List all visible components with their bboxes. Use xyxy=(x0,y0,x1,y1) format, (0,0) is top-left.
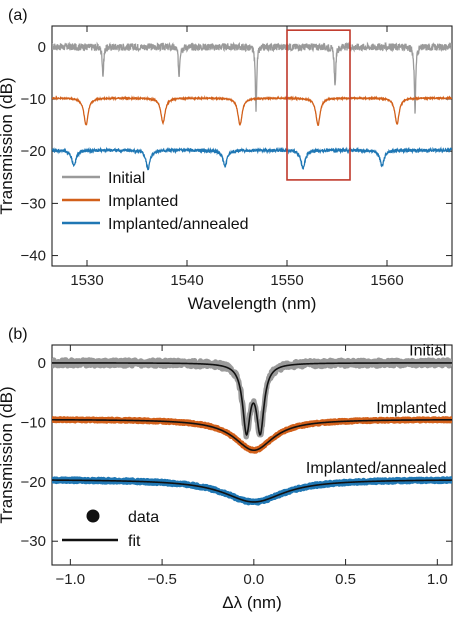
panel-a: 1530 1540 1550 1560 0 −10 −20 −30 −40 Wavelength … xyxy=(0,7,453,313)
x-axis-title: Wavelength (nm) xyxy=(188,294,317,313)
x-tick-label: 0.5 xyxy=(335,571,356,588)
plot-frame xyxy=(51,25,453,267)
x-tick-label: 1540 xyxy=(170,272,203,289)
y-tick-label: −20 xyxy=(21,474,46,491)
y-tick-label: −30 xyxy=(21,533,46,550)
fit-line-annealed xyxy=(52,479,452,503)
fit-line-initial xyxy=(52,362,452,437)
legend-label-data: data xyxy=(128,509,159,526)
data-line-annealed xyxy=(52,476,452,506)
data-line-initial xyxy=(52,357,452,440)
fit-line-implanted xyxy=(52,418,452,452)
y-tick-label: −10 xyxy=(21,91,46,108)
series-line-annealed xyxy=(52,146,452,171)
plot-frame xyxy=(51,344,453,566)
legend: Initial Implanted Implanted/annealed xyxy=(62,170,249,233)
panel-label: (b) xyxy=(8,326,28,343)
legend-label-fit: fit xyxy=(128,533,141,550)
x-tick-label: 1560 xyxy=(370,272,403,289)
plot-area xyxy=(52,41,452,171)
x-tick-label: −0.5 xyxy=(147,571,177,588)
y-tick-label: −30 xyxy=(21,195,46,212)
legend-label: Implanted xyxy=(108,193,178,210)
legend-label: Initial xyxy=(108,170,145,187)
x-tick-label: 0.0 xyxy=(243,571,264,588)
series-label-annealed: Implanted/annealed xyxy=(306,460,447,477)
series-line-implanted xyxy=(52,95,452,126)
legend-dot xyxy=(86,509,100,523)
x-axis-title: Δλ (nm) xyxy=(222,593,282,612)
y-tick-label: 0 xyxy=(38,39,46,56)
x-tick-label: −1.0 xyxy=(56,571,86,588)
series-line-initial xyxy=(52,41,452,114)
plot-area xyxy=(52,357,452,506)
series-label-initial: Initial xyxy=(409,343,446,360)
panel-b: −1.0 −0.5 0.0 0.5 1.0 0 −10 −20 −30 Δλ (nm) Transm… xyxy=(0,326,453,612)
data-line-implanted xyxy=(52,416,452,454)
y-tick-label: 0 xyxy=(38,355,46,372)
y-axis-title: Transmission (dB) xyxy=(0,77,16,214)
x-tick-label: 1.0 xyxy=(427,571,448,588)
y-tick-label: −20 xyxy=(21,143,46,160)
legend: data fit xyxy=(62,509,159,550)
x-tick-label: 1550 xyxy=(270,272,303,289)
legend-label: Implanted/annealed xyxy=(108,216,249,233)
series-label-implanted: Implanted xyxy=(376,400,446,417)
x-tick-label: 1530 xyxy=(70,272,103,289)
y-tick-label: −10 xyxy=(21,414,46,431)
highlight-box xyxy=(286,29,351,181)
y-tick-label: −40 xyxy=(21,248,46,265)
panel-label: (a) xyxy=(8,7,28,24)
y-axis-title: Transmission (dB) xyxy=(0,386,16,523)
